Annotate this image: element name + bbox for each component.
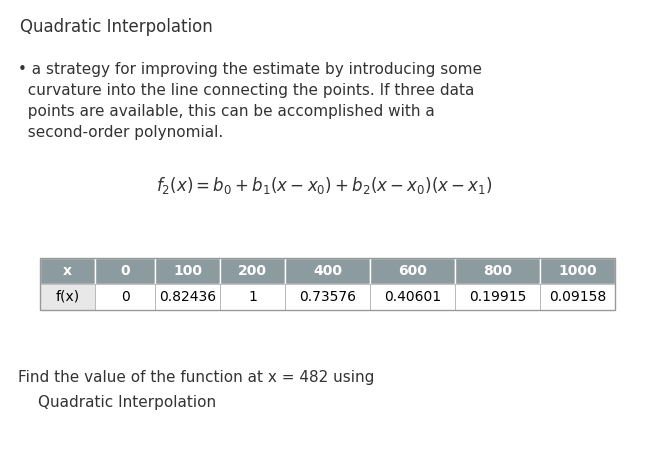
Text: Find the value of the function at x = 482 using: Find the value of the function at x = 48…	[18, 370, 374, 385]
Text: $f_2(x) = b_0 + b_1(x - x_0) + b_2(x - x_0)(x - x_1)$: $f_2(x) = b_0 + b_1(x - x_0) + b_2(x - x…	[156, 175, 493, 196]
Bar	[155, 284, 220, 310]
Bar	[95, 258, 155, 284]
Text: 200: 200	[238, 264, 267, 278]
Text: 400: 400	[313, 264, 342, 278]
Text: curvature into the line connecting the points. If three data: curvature into the line connecting the p…	[18, 83, 474, 98]
Bar	[40, 258, 95, 284]
Text: 0.82436: 0.82436	[159, 290, 216, 304]
Text: Quadratic Interpolation: Quadratic Interpolation	[20, 18, 213, 36]
Bar	[540, 258, 615, 284]
Bar	[40, 258, 615, 310]
Text: 600: 600	[398, 264, 427, 278]
Text: 0.19915: 0.19915	[469, 290, 526, 304]
Bar	[370, 258, 455, 284]
Bar	[285, 284, 370, 310]
Text: second-order polynomial.: second-order polynomial.	[18, 125, 223, 140]
Text: points are available, this can be accomplished with a: points are available, this can be accomp…	[18, 104, 435, 119]
Bar	[540, 284, 615, 310]
Bar	[455, 258, 540, 284]
Text: 1: 1	[248, 290, 257, 304]
Text: 0: 0	[120, 264, 130, 278]
Text: 100: 100	[173, 264, 202, 278]
Bar	[220, 284, 285, 310]
Text: 0.40601: 0.40601	[384, 290, 441, 304]
Text: x: x	[63, 264, 72, 278]
Bar	[370, 284, 455, 310]
Text: 0.09158: 0.09158	[549, 290, 606, 304]
Bar	[155, 258, 220, 284]
Text: 1000: 1000	[558, 264, 597, 278]
Bar	[285, 258, 370, 284]
Bar	[220, 258, 285, 284]
Text: • a strategy for improving the estimate by introducing some: • a strategy for improving the estimate …	[18, 62, 482, 77]
Text: Quadratic Interpolation: Quadratic Interpolation	[38, 395, 216, 410]
Text: 800: 800	[483, 264, 512, 278]
Text: 0: 0	[121, 290, 129, 304]
Bar	[95, 284, 155, 310]
Text: f(x): f(x)	[55, 290, 80, 304]
Bar	[455, 284, 540, 310]
Bar	[40, 284, 95, 310]
Text: 0.73576: 0.73576	[299, 290, 356, 304]
